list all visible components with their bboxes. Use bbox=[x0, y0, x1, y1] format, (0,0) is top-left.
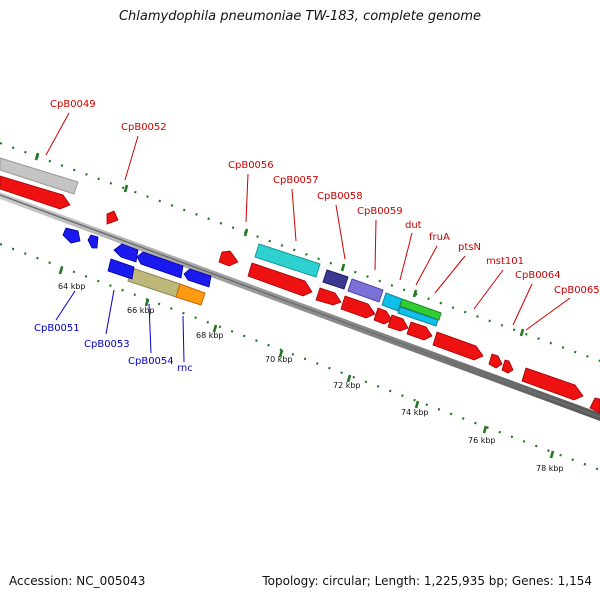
scale-label: 68 kbp bbox=[196, 331, 224, 340]
reverse-genes bbox=[62, 227, 212, 288]
gene-label-rnc: rnc bbox=[177, 363, 193, 374]
gene-arrow[interactable] bbox=[488, 353, 503, 369]
scale-label: 66 kbp bbox=[127, 306, 155, 315]
scale-label: 76 kbp bbox=[468, 436, 496, 445]
gene-label-CpB0058: CpB0058 bbox=[317, 191, 363, 202]
gene-arrow[interactable] bbox=[218, 250, 239, 267]
genome-backbone bbox=[0, 192, 600, 421]
scale-label: 72 kbp bbox=[333, 381, 361, 390]
gene-arrow[interactable] bbox=[315, 287, 342, 306]
gray-feature[interactable] bbox=[0, 157, 79, 195]
cyan-feature[interactable] bbox=[254, 243, 321, 278]
gene-arrow[interactable] bbox=[387, 314, 409, 332]
gene-label-CpB0053: CpB0053 bbox=[84, 339, 130, 350]
gene-label-CpB0056: CpB0056 bbox=[228, 160, 274, 171]
gene-arrow[interactable] bbox=[589, 397, 600, 414]
scale-label: 78 kbp bbox=[536, 464, 564, 473]
gene-arrow[interactable] bbox=[340, 295, 376, 319]
purple-feature[interactable] bbox=[347, 278, 384, 303]
gene-arrow[interactable] bbox=[106, 210, 119, 225]
topology-text: Topology: circular; Length: 1,225,935 bp… bbox=[262, 574, 592, 588]
gene-label-CpB0049: CpB0049 bbox=[50, 99, 96, 110]
gene-arrow[interactable] bbox=[62, 227, 81, 244]
gene-label-CpB0052: CpB0052 bbox=[121, 122, 167, 133]
gene-arrow[interactable] bbox=[107, 258, 135, 280]
gene-arrow[interactable] bbox=[521, 367, 584, 401]
gene-arrow[interactable] bbox=[136, 251, 184, 279]
forward-genes bbox=[0, 175, 600, 414]
gene-arrow[interactable] bbox=[247, 262, 313, 297]
gene-arrow[interactable] bbox=[406, 321, 433, 341]
scale-label: 74 kbp bbox=[401, 408, 429, 417]
scale-label: 70 kbp bbox=[265, 355, 293, 364]
major-ticks bbox=[34, 152, 555, 459]
gene-label-CpB0065: CpB0065 bbox=[554, 285, 600, 296]
green-feature[interactable] bbox=[399, 298, 442, 321]
map-title: Chlamydophila pneumoniae TW-183, complet… bbox=[118, 9, 482, 24]
cyan-feature-small[interactable] bbox=[397, 306, 439, 327]
gene-arrow[interactable] bbox=[373, 307, 393, 325]
gene-arrow[interactable] bbox=[0, 175, 71, 210]
lower-tick-guide bbox=[0, 242, 600, 472]
navy-feature[interactable] bbox=[322, 269, 349, 290]
gene-arrow[interactable] bbox=[432, 331, 484, 361]
gene-arrow[interactable] bbox=[501, 359, 514, 374]
scale-label: 64 kbp bbox=[58, 282, 86, 291]
gene-arrow[interactable] bbox=[113, 243, 139, 263]
gene-label-fruA: fruA bbox=[429, 232, 450, 243]
reverse-callouts bbox=[55, 289, 185, 363]
forward-callouts bbox=[45, 112, 571, 331]
gene-label-dut: dut bbox=[405, 220, 422, 231]
gene-arrow[interactable] bbox=[183, 268, 212, 288]
gene-label-CpB0057: CpB0057 bbox=[273, 175, 319, 186]
gene-label-CpB0064: CpB0064 bbox=[515, 270, 561, 281]
accession-text: Accession: NC_005043 bbox=[9, 574, 146, 588]
gene-arrow[interactable] bbox=[87, 234, 99, 249]
gene-label-CpB0051: CpB0051 bbox=[34, 323, 80, 334]
cyan-feature-small[interactable] bbox=[381, 292, 403, 312]
gene-label-ptsN: ptsN bbox=[458, 242, 481, 253]
gene-label-CpB0054: CpB0054 bbox=[128, 356, 174, 367]
orange-feature[interactable] bbox=[175, 283, 206, 306]
gene-label-mst101: mst101 bbox=[486, 256, 524, 267]
gene-label-CpB0059: CpB0059 bbox=[357, 206, 403, 217]
